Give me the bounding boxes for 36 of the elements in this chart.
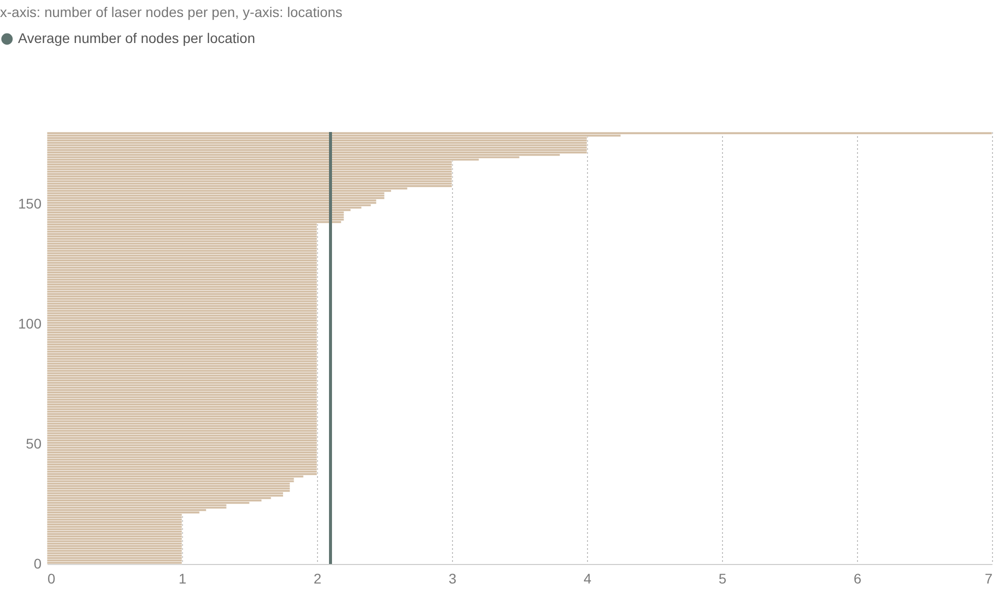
y-tick-label: 50: [26, 436, 42, 452]
y-tick-label: 100: [18, 316, 42, 332]
bar: [46, 532, 182, 536]
bar: [46, 518, 182, 521]
bar: [46, 561, 182, 564]
chart-title: x-axis: number of laser nodes per pen, y-axis: locations: [0, 4, 342, 20]
x-tick-label: 6: [854, 570, 862, 586]
bar: [46, 559, 182, 562]
bar: [46, 547, 182, 550]
bar: [46, 549, 182, 552]
bar: [46, 487, 290, 490]
bar: [46, 530, 182, 533]
bar: [46, 525, 182, 528]
bar: [46, 489, 290, 492]
bar: [46, 535, 182, 538]
x-tick-label: 7: [984, 570, 993, 586]
bar: [46, 556, 182, 560]
y-tick-label: 0: [34, 556, 42, 572]
bar: [46, 132, 992, 135]
y-tick-label: 150: [18, 196, 42, 212]
bar: [46, 484, 290, 488]
bar: [46, 542, 182, 545]
legend-label: Average number of nodes per location: [18, 30, 256, 46]
bar: [46, 506, 227, 509]
bar: [46, 544, 182, 548]
bar: [46, 537, 182, 540]
x-tick-label: 3: [448, 570, 457, 586]
x-tick-label: 1: [178, 570, 187, 586]
bar: [46, 523, 182, 526]
x-tick-label: 5: [718, 570, 727, 586]
x-tick-label: 4: [584, 570, 592, 586]
bar: [46, 554, 182, 557]
x-tick-label: 2: [314, 570, 322, 586]
bar: [46, 520, 182, 524]
bar: [46, 482, 290, 485]
x-tick-label: 0: [48, 570, 56, 586]
